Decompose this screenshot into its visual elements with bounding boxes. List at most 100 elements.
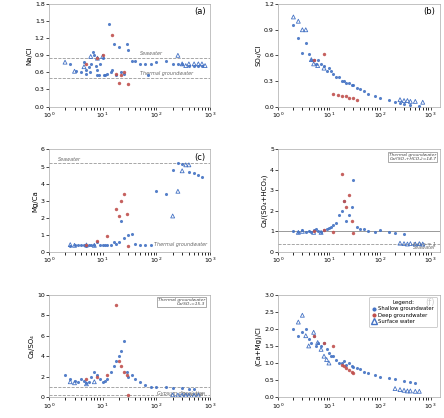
Point bbox=[83, 380, 90, 386]
Point bbox=[113, 206, 120, 212]
Point bbox=[404, 387, 411, 394]
Point bbox=[348, 368, 355, 375]
Point bbox=[115, 353, 123, 359]
Point bbox=[323, 356, 330, 363]
Point bbox=[341, 78, 348, 84]
Point bbox=[348, 204, 355, 210]
Point bbox=[198, 62, 206, 69]
Point bbox=[83, 71, 90, 77]
Point bbox=[61, 371, 68, 378]
Text: Seawater: Seawater bbox=[182, 392, 206, 397]
Point bbox=[341, 358, 348, 364]
Point bbox=[185, 161, 192, 168]
Point bbox=[310, 332, 317, 339]
Point bbox=[178, 385, 186, 392]
Point bbox=[412, 241, 419, 247]
Point bbox=[323, 346, 330, 353]
Point bbox=[137, 241, 144, 248]
Point bbox=[91, 242, 98, 249]
Point bbox=[302, 229, 309, 236]
Y-axis label: Mg/Ca: Mg/Ca bbox=[32, 190, 38, 212]
Point bbox=[338, 171, 345, 177]
Point bbox=[336, 73, 343, 80]
Point bbox=[365, 90, 372, 97]
Point bbox=[400, 230, 408, 237]
Point bbox=[365, 370, 372, 377]
Point bbox=[80, 59, 87, 66]
Point bbox=[396, 240, 404, 247]
Point bbox=[349, 82, 357, 89]
Point bbox=[169, 213, 176, 219]
Point bbox=[97, 375, 104, 382]
Point bbox=[153, 384, 160, 390]
Y-axis label: Na/Cl: Na/Cl bbox=[26, 46, 32, 65]
Point bbox=[195, 172, 202, 178]
Point bbox=[343, 93, 350, 99]
Point bbox=[412, 388, 419, 395]
Text: Seawater: Seawater bbox=[140, 51, 163, 56]
Point bbox=[91, 242, 98, 248]
Point bbox=[99, 53, 106, 60]
Point bbox=[299, 329, 306, 336]
Point bbox=[182, 62, 189, 69]
Point bbox=[328, 67, 335, 74]
Point bbox=[120, 69, 127, 76]
Point bbox=[305, 336, 312, 342]
Point bbox=[329, 353, 337, 359]
Point bbox=[338, 93, 345, 99]
Point bbox=[317, 346, 325, 353]
Point bbox=[185, 168, 192, 175]
Point bbox=[341, 197, 348, 204]
Point bbox=[178, 168, 186, 174]
Point bbox=[141, 382, 148, 388]
Point bbox=[310, 227, 317, 234]
Point bbox=[103, 371, 111, 378]
Point bbox=[305, 50, 312, 57]
Point bbox=[376, 94, 383, 101]
Point bbox=[404, 241, 411, 247]
Point bbox=[365, 228, 372, 234]
Point bbox=[356, 86, 363, 93]
Point bbox=[67, 61, 74, 67]
Point bbox=[99, 242, 106, 249]
Point bbox=[113, 72, 120, 79]
Point bbox=[299, 49, 306, 56]
Point bbox=[83, 242, 90, 249]
Point bbox=[333, 73, 340, 80]
Point bbox=[376, 373, 383, 380]
Point bbox=[123, 371, 130, 378]
Text: (d): (d) bbox=[423, 153, 435, 161]
Point bbox=[343, 361, 350, 368]
Point bbox=[349, 94, 357, 101]
Point bbox=[105, 21, 112, 28]
Point bbox=[333, 220, 340, 227]
Point bbox=[99, 52, 106, 59]
Point bbox=[202, 62, 209, 69]
Point bbox=[148, 384, 155, 390]
Point bbox=[349, 370, 357, 377]
Point bbox=[407, 387, 414, 394]
Point bbox=[310, 56, 317, 63]
Point bbox=[392, 230, 399, 237]
Point bbox=[107, 241, 114, 248]
Text: Thermal groundwater
Ca/SO₄=15.3: Thermal groundwater Ca/SO₄=15.3 bbox=[158, 298, 206, 306]
Point bbox=[416, 102, 423, 109]
Point bbox=[128, 58, 135, 64]
Point bbox=[91, 368, 98, 375]
Point bbox=[314, 228, 321, 234]
Point bbox=[141, 61, 148, 67]
Point bbox=[312, 343, 319, 349]
Point bbox=[99, 55, 106, 61]
Point bbox=[343, 79, 350, 86]
Point bbox=[75, 242, 82, 249]
Point bbox=[325, 349, 333, 356]
Point bbox=[145, 72, 152, 79]
Point bbox=[295, 332, 302, 339]
Point bbox=[325, 359, 333, 366]
Point bbox=[153, 59, 160, 66]
Point bbox=[178, 161, 186, 167]
Point bbox=[125, 392, 132, 398]
Point bbox=[87, 69, 94, 76]
Point bbox=[336, 212, 343, 218]
Text: Seawater: Seawater bbox=[58, 157, 81, 162]
